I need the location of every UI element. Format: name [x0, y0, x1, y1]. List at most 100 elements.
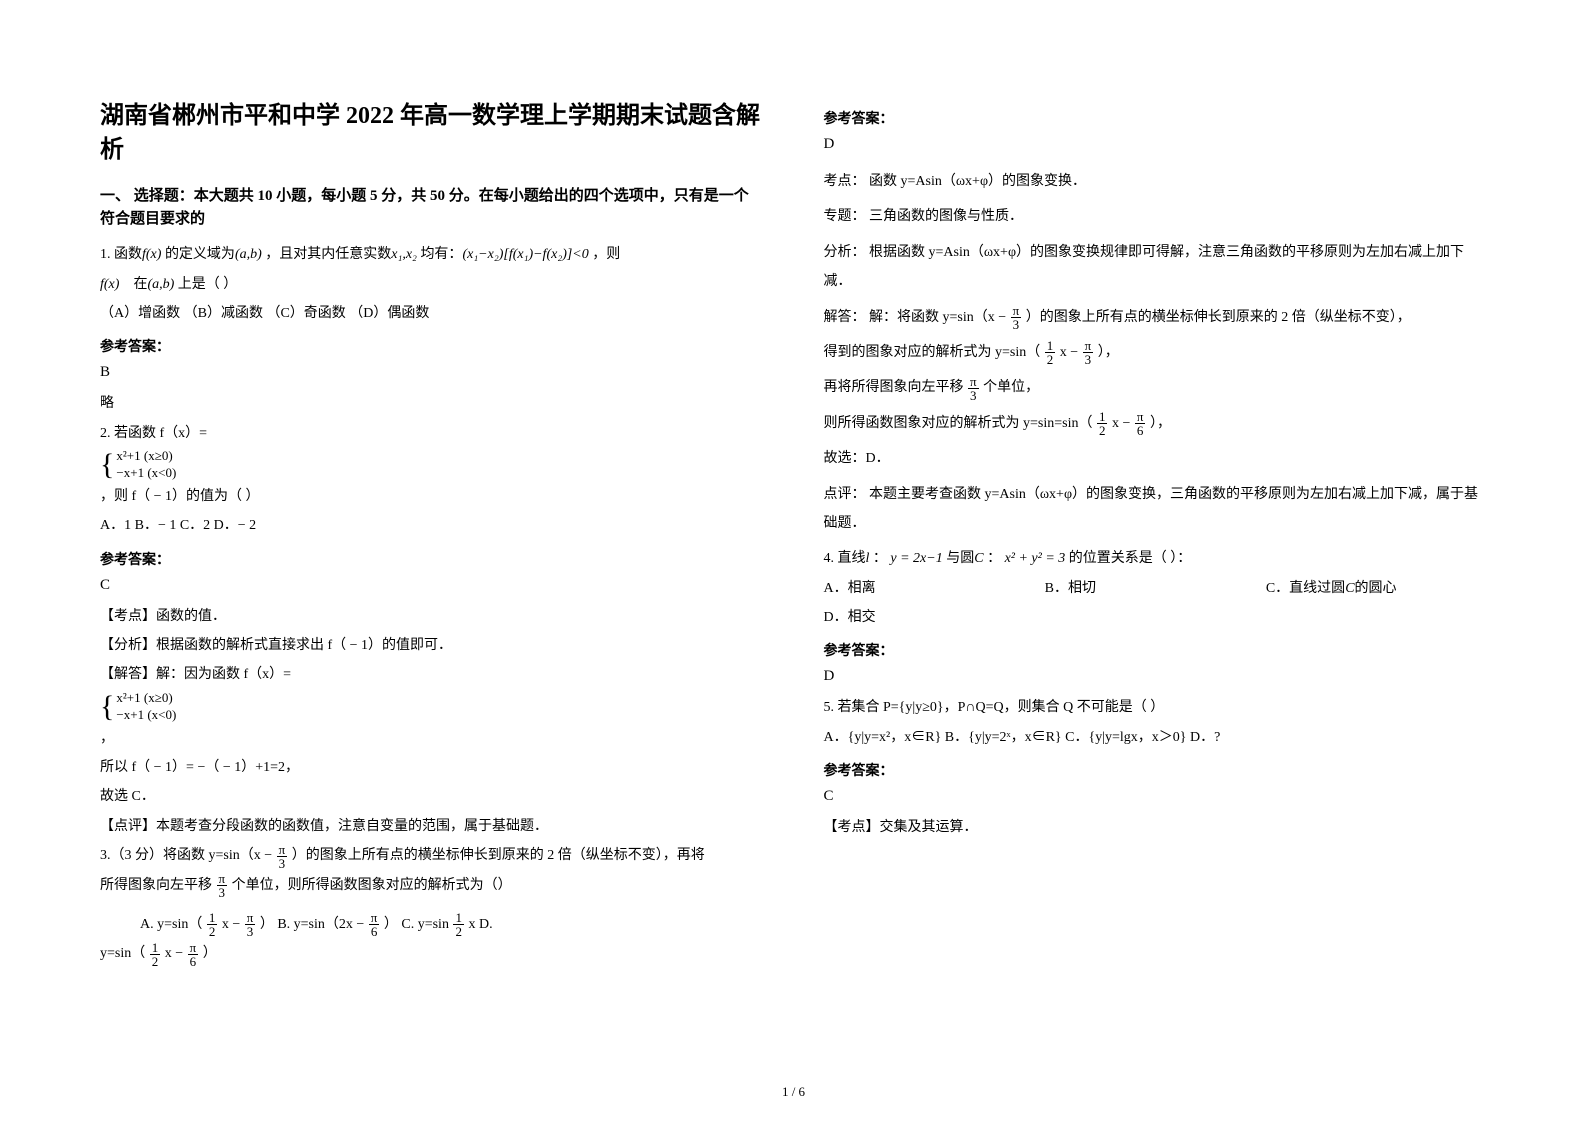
frac-pi-3-d: π3: [1011, 304, 1022, 331]
q4-ans-label: 参考答案：: [824, 640, 1488, 660]
brace-icon-2: {: [100, 692, 114, 722]
q4-optD: D．相交: [824, 603, 1488, 632]
q3-optD: y=sin（ 12 x − π6 ）: [100, 939, 764, 968]
left-column: 湖南省郴州市平和中学 2022 年高一数学理上学期期末试题含解析 一、 选择题：…: [100, 100, 764, 1060]
q5-ans: C: [824, 788, 1488, 805]
frac-pi-3-a: π3: [277, 843, 288, 870]
q2-ans-label: 参考答案：: [100, 549, 764, 569]
frac-1-2-b: 12: [453, 911, 464, 938]
frac-1-2-c: 12: [150, 941, 161, 968]
frac-pi-3-f: π3: [968, 375, 979, 402]
q3-optA-pre: A. y=sin（: [140, 917, 202, 932]
frac-pi-6-b: π6: [188, 941, 199, 968]
q4-p1d: ：: [987, 551, 1001, 566]
q4-p1b: ：: [873, 551, 887, 566]
q4-eq2: x² + y² = 3: [1005, 551, 1066, 566]
frac-pi-3-e: π3: [1083, 339, 1094, 366]
frac-1-2-d: 12: [1045, 339, 1056, 366]
r-ans: D: [824, 136, 1488, 153]
q4-optC: C．直线过圆C的圆心: [1266, 574, 1487, 603]
q3-p2b: 个单位，则所得函数图象对应的解析式为（）: [232, 878, 512, 893]
frac-1-2-a: 12: [207, 911, 218, 938]
q3-line2: 所得图象向左平移 π3 个单位，则所得函数图象对应的解析式为（）: [100, 871, 764, 900]
r-fx: 分析： 根据函数 y=Asin（ωx+φ）的图象变换规律即可得解，注意三角函数的…: [824, 238, 1488, 297]
q2-case2: −x+1 (x<0): [116, 465, 176, 482]
q1-ab: (a,b): [235, 247, 262, 262]
q4-C: C: [974, 551, 983, 566]
page-number: 1 / 6: [0, 1084, 1587, 1100]
q1-p1d: 均有：: [420, 247, 462, 262]
r-kd: 考点： 函数 y=Asin（ωx+φ）的图象变换．: [824, 167, 1488, 196]
q1-line2: f(x) 在(a,b) 上是（ ）: [100, 270, 764, 299]
q4-optB: B．相切: [1045, 574, 1266, 603]
q2-dp: 【点评】本题考查分段函数的函数值，注意自变量的范围，属于基础题．: [100, 812, 764, 841]
q1-x1x2: x₁,x₂: [391, 247, 417, 262]
frac-pi-3-c: π3: [245, 911, 256, 938]
q3-p1b: ）的图象上所有点的横坐标伸长到原来的 2 倍（纵坐标不变），再将: [292, 848, 705, 863]
frac-pi-6-a: π6: [369, 911, 380, 938]
q5-kp: 【考点】交集及其运算．: [824, 813, 1488, 842]
q1-p1c: ，且对其内任意实数: [265, 247, 391, 262]
q3-optD-pre: y=sin（: [100, 946, 145, 961]
r-jd2a: 得到的图象对应的解析式为 y=sin（: [824, 345, 1041, 360]
q3-options: A. y=sin（ 12 x − π3 ） B. y=sin（2x − π6 ）…: [100, 910, 764, 939]
q4-opts-row1: A．相离 B．相切 C．直线过圆C的圆心: [824, 574, 1488, 603]
q2-ans: C: [100, 577, 764, 594]
brace-icon: {: [100, 450, 114, 480]
q4-l: l: [866, 551, 870, 566]
q1-p2a: 在: [133, 277, 147, 292]
q3-optA-post: ） B. y=sin（2x −: [260, 917, 368, 932]
q2-fx: 【分析】根据函数的解析式直接求出 f（ − 1）的值即可．: [100, 631, 764, 660]
q1-opts: （A）增函数 （B）减函数 （C）奇函数 （D）偶函数: [100, 299, 764, 328]
q2-jd1b: ，: [100, 731, 114, 746]
section-1-head: 一、 选择题：本大题共 10 小题，每小题 5 分，共 50 分。在每小题给出的…: [100, 185, 764, 230]
q5-ans-label: 参考答案：: [824, 760, 1488, 780]
q1-ans: B: [100, 364, 764, 381]
r-jd4: 则所得函数图象对应的解析式为 y=sin=sin（ 12 x − π6 ），: [824, 409, 1488, 438]
frac-pi-3-b: π3: [217, 872, 228, 899]
r-jd3: 再将所得图象向左平移 π3 个单位，: [824, 373, 1488, 402]
q3-optB-post: ） C. y=sin: [384, 917, 449, 932]
q1-ab2: (a,b): [147, 277, 174, 292]
q2-case1: x²+1 (x≥0): [116, 448, 176, 465]
q2-p1b: ，则 f（ − 1）的值为（ ）: [100, 489, 260, 504]
q1-cond: (x₁−x₂)[f(x₁)−f(x₂)]<0: [462, 247, 588, 262]
q2-jd1a: 【解答】解：因为函数 f（x）=: [100, 667, 291, 682]
r-dp: 点评： 本题主要考查函数 y=Asin（ωx+φ）的图象变换，三角函数的平移原则…: [824, 480, 1488, 539]
q1-p1e: ，则: [592, 247, 620, 262]
q5-line1: 5. 若集合 P={y|y≥0}，P∩Q=Q，则集合 Q 不可能是（ ）: [824, 693, 1488, 722]
q1-p2b: 上是（ ）: [178, 277, 238, 292]
q2-opts: A．1 B．− 1 C．2 D．− 2: [100, 511, 764, 540]
r-jd1b: ）的图象上所有点的横坐标伸长到原来的 2 倍（纵坐标不变），: [1026, 310, 1411, 325]
q2-jd-case2: −x+1 (x<0): [116, 707, 176, 724]
q1-note: 略: [100, 389, 764, 418]
q2-jd3: 故选 C．: [100, 782, 764, 811]
r-zt: 专题： 三角函数的图像与性质．: [824, 202, 1488, 231]
q1-ans-label: 参考答案：: [100, 336, 764, 356]
r-jd1a: 解答： 解：将函数 y=sin（x −: [824, 310, 1010, 325]
q2-cases: x²+1 (x≥0) −x+1 (x<0): [116, 448, 176, 482]
page: 湖南省郴州市平和中学 2022 年高一数学理上学期期末试题含解析 一、 选择题：…: [0, 0, 1587, 1122]
q3-line1: 3.（3 分）将函数 y=sin（x − π3 ）的图象上所有点的横坐标伸长到原…: [100, 841, 764, 870]
r-jd1: 解答： 解：将函数 y=sin（x − π3 ）的图象上所有点的横坐标伸长到原来…: [824, 303, 1488, 332]
r-ans-label: 参考答案：: [824, 108, 1488, 128]
r-jd2c: ），: [1098, 345, 1119, 360]
q2-jd2: 所以 f（ − 1）= −（ − 1）+1=2，: [100, 753, 764, 782]
q2-kp: 【考点】函数的值．: [100, 602, 764, 631]
q2-line1: 2. 若函数 f（x）= { x²+1 (x≥0) −x+1 (x<0) ，则 …: [100, 419, 764, 512]
q4-line1: 4. 直线l ： y = 2x−1 与圆C ： x² + y² = 3 的位置关…: [824, 544, 1488, 573]
q4-p1c: 与圆: [946, 551, 974, 566]
r-jd4a: 则所得函数图象对应的解析式为 y=sin=sin（: [824, 416, 1093, 431]
q1-p1a: 1. 函数: [100, 247, 142, 262]
q2-jd-case1: x²+1 (x≥0): [116, 690, 176, 707]
q2-jd1: 【解答】解：因为函数 f（x）= { x²+1 (x≥0) −x+1 (x<0)…: [100, 660, 764, 753]
q3-optD-post: ）: [203, 946, 217, 961]
r-jd2b: x −: [1060, 345, 1082, 360]
q1-p1b: 的定义域为: [165, 247, 235, 262]
right-column: 参考答案： D 考点： 函数 y=Asin（ωx+φ）的图象变换． 专题： 三角…: [824, 100, 1488, 1060]
frac-pi-6-c: π6: [1135, 410, 1146, 437]
r-jd5: 故选：D．: [824, 444, 1488, 473]
q2-p1: 2. 若函数 f（x）=: [100, 426, 207, 441]
frac-1-2-e: 12: [1097, 410, 1108, 437]
q3-p2a: 所得图象向左平移: [100, 878, 212, 893]
